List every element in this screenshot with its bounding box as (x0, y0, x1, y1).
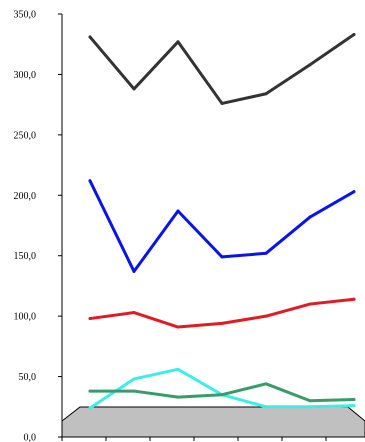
data-point (176, 367, 180, 371)
data-point (264, 92, 268, 96)
data-point (132, 87, 136, 91)
data-point (132, 269, 136, 273)
data-point (176, 40, 180, 44)
data-point (176, 395, 180, 399)
y-tick-label: 50,0 (19, 372, 37, 383)
data-point (352, 297, 356, 301)
data-point (220, 255, 224, 259)
series-line-5 (88, 382, 356, 403)
data-point (220, 393, 224, 397)
y-tick-label: 300,0 (14, 70, 37, 81)
y-tick-label: 200,0 (14, 191, 37, 202)
chart-floor-layer (61, 406, 365, 438)
data-point (176, 209, 180, 213)
series-line-4 (88, 367, 356, 410)
data-point (352, 398, 356, 402)
data-point (88, 35, 92, 39)
y-tick-label: 250,0 (14, 130, 37, 141)
data-point (176, 325, 180, 329)
data-point (308, 399, 312, 403)
data-point (352, 190, 356, 194)
series-line-1 (88, 33, 356, 105)
data-point (264, 251, 268, 255)
y-tick-label: 0,0 (24, 433, 37, 442)
chart-floor (61, 406, 365, 438)
data-point (352, 33, 356, 37)
series-layer (88, 33, 356, 410)
data-point (264, 314, 268, 318)
data-point (88, 317, 92, 321)
data-point (220, 321, 224, 325)
data-point (132, 311, 136, 315)
axis-layer: 0,0 50,0 100,0 150,0 200,0 250,0 300,0 350,0 (14, 10, 327, 442)
y-tick-label: 100,0 (14, 312, 37, 323)
data-point (308, 302, 312, 306)
data-point (352, 404, 356, 408)
data-point (220, 101, 224, 105)
data-point (308, 215, 312, 219)
data-point (132, 377, 136, 381)
data-point (88, 179, 92, 183)
y-tick-label: 150,0 (14, 251, 37, 262)
data-point (88, 406, 92, 410)
data-point (264, 405, 268, 409)
y-tick-label: 350,0 (14, 10, 37, 21)
data-point (88, 389, 92, 393)
data-point (264, 382, 268, 386)
data-point (308, 405, 312, 409)
data-point (308, 63, 312, 67)
data-point (132, 389, 136, 393)
